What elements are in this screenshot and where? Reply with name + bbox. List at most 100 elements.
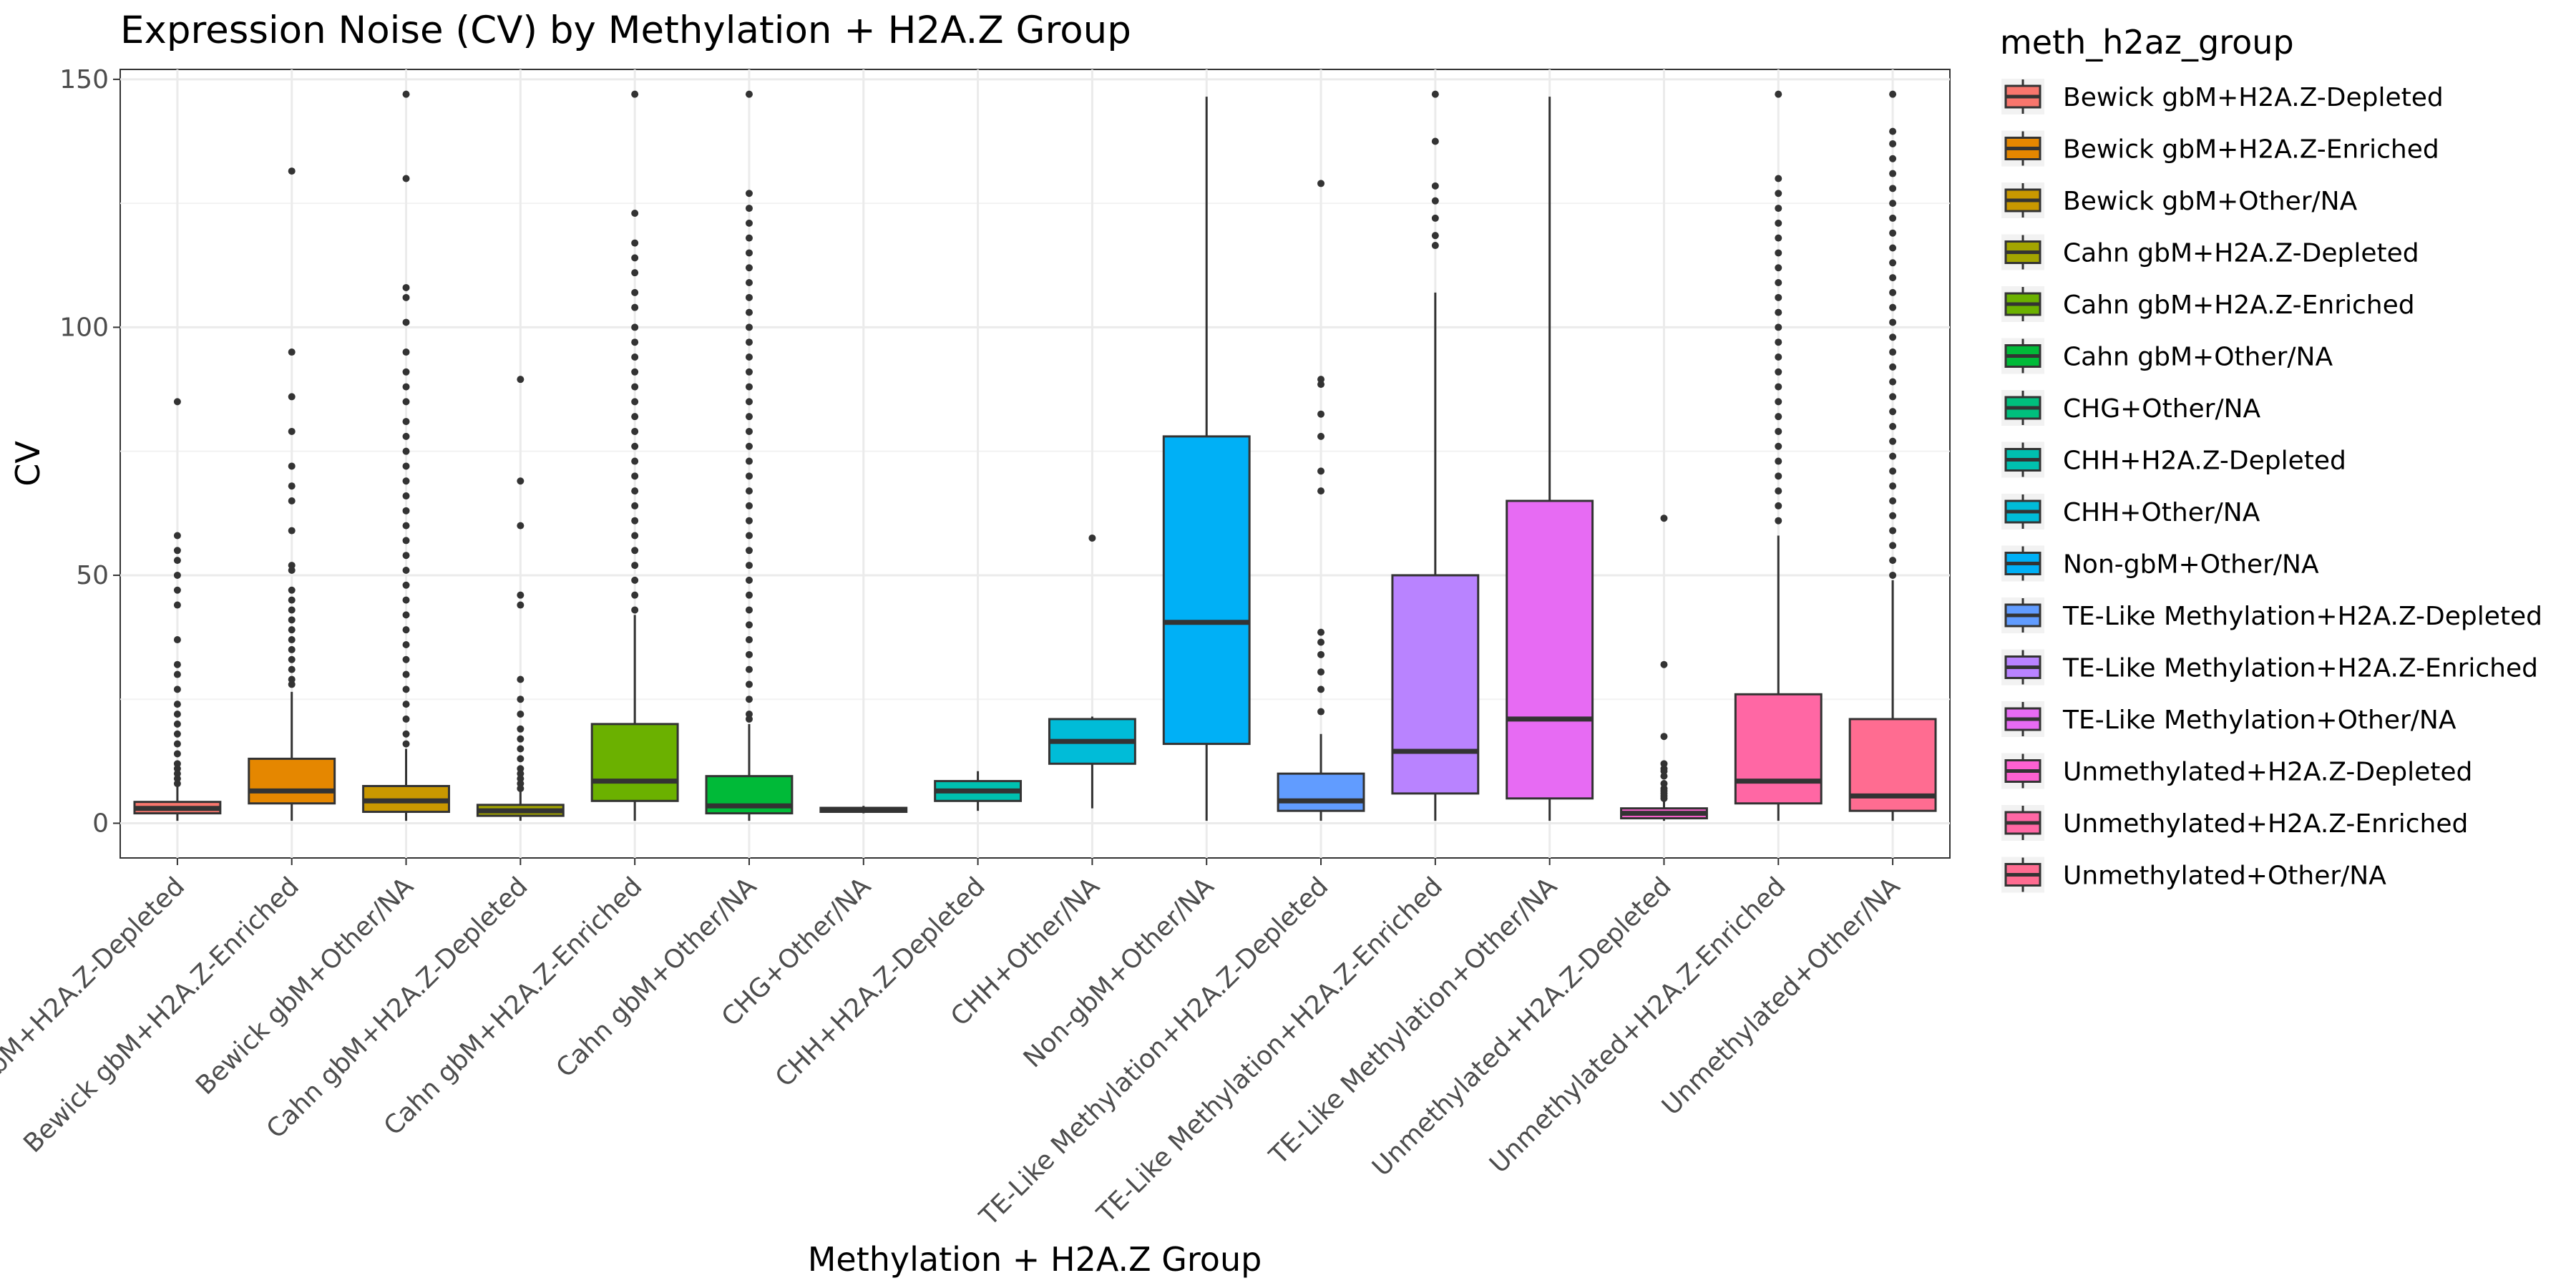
outlier-point — [517, 784, 525, 792]
outlier-point — [631, 303, 639, 311]
outlier-point — [288, 482, 296, 490]
outlier-point — [1889, 229, 1897, 237]
box-body — [590, 723, 679, 802]
outlier-point — [1775, 353, 1782, 361]
outlier-point — [745, 383, 753, 391]
outlier-point — [745, 680, 753, 688]
outlier-point — [173, 760, 181, 768]
outlier-point — [517, 755, 525, 763]
outlier-point — [745, 562, 753, 570]
outlier-point — [1317, 410, 1325, 418]
outlier-point — [1775, 427, 1782, 435]
outlier-point — [1775, 279, 1782, 287]
legend-label: CHH+H2A.Z-Depleted — [2063, 447, 2346, 476]
outlier-point — [1088, 534, 1096, 542]
legend-item: Bewick gbM+H2A.Z-Enriched — [2001, 130, 2439, 167]
outlier-point — [1317, 487, 1325, 495]
outlier-point — [1889, 259, 1897, 267]
outlier-point — [631, 383, 639, 391]
legend: meth_h2az_group Bewick gbM+H2A.Z-Deplete… — [2000, 23, 2542, 893]
box-series — [133, 90, 1937, 821]
outlier-point — [288, 645, 296, 653]
outlier-point — [402, 730, 410, 738]
outlier-point — [1660, 514, 1668, 522]
outlier-point — [1889, 200, 1897, 208]
legend-item: Cahn gbM+Other/NA — [2001, 338, 2333, 374]
outlier-point — [288, 497, 296, 504]
outlier-point — [173, 750, 181, 758]
legend-item: Bewick gbM+H2A.Z-Depleted — [2001, 79, 2444, 114]
outlier-point — [1317, 668, 1325, 676]
outlier-point — [517, 477, 525, 485]
outlier-point — [1889, 408, 1897, 416]
outlier-point — [745, 293, 753, 301]
outlier-point — [631, 368, 639, 376]
outlier-point — [1889, 185, 1897, 192]
box-15 — [1734, 90, 1823, 821]
outlier-point — [173, 601, 181, 609]
outlier-point — [745, 487, 753, 495]
outlier-point — [402, 293, 410, 301]
outlier-point — [517, 711, 525, 718]
legend-label: Bewick gbM+H2A.Z-Enriched — [2063, 135, 2439, 165]
outlier-point — [288, 462, 296, 470]
box-2 — [248, 167, 336, 821]
outlier-point — [745, 650, 753, 658]
outlier-point — [173, 532, 181, 540]
y-axis-title: CV — [9, 441, 47, 487]
outlier-point — [402, 368, 410, 376]
outlier-point — [402, 552, 410, 560]
legend-item: Unmethylated+H2A.Z-Depleted — [2001, 753, 2472, 789]
box-7 — [819, 806, 908, 814]
outlier-point — [745, 264, 753, 272]
y-tick-label: 150 — [59, 65, 109, 94]
outlier-point — [745, 711, 753, 718]
outlier-point — [1889, 127, 1897, 135]
legend-label: Cahn gbM+Other/NA — [2063, 343, 2333, 372]
outlier-point — [288, 567, 296, 575]
outlier-point — [173, 740, 181, 748]
outlier-point — [1889, 467, 1897, 475]
outlier-point — [517, 745, 525, 753]
outlier-point — [1660, 772, 1668, 780]
outlier-point — [402, 715, 410, 723]
box-6 — [705, 90, 794, 821]
box-8 — [934, 771, 1023, 811]
outlier-point — [173, 780, 181, 788]
outlier-point — [1317, 628, 1325, 636]
outlier-point — [1431, 137, 1439, 145]
outlier-point — [173, 711, 181, 718]
outlier-point — [517, 376, 525, 384]
outlier-point — [1775, 190, 1782, 197]
outlier-point — [517, 696, 525, 703]
plot-panel — [119, 69, 1951, 859]
outlier-point — [402, 462, 410, 470]
outlier-point — [402, 348, 410, 356]
outlier-point — [173, 775, 181, 783]
outlier-point — [1889, 452, 1897, 460]
outlier-point — [631, 517, 639, 525]
outlier-point — [1889, 482, 1897, 490]
legend-item: CHH+Other/NA — [2001, 494, 2260, 530]
box-10 — [1162, 97, 1251, 821]
box-body — [1734, 693, 1823, 805]
chart-title: Expression Noise (CV) by Methylation + H… — [120, 9, 1131, 52]
outlier-point — [631, 323, 639, 331]
outlier-point — [745, 621, 753, 629]
outlier-point — [1889, 244, 1897, 252]
outlier-point — [517, 725, 525, 733]
outlier-point — [1775, 413, 1782, 421]
outlier-point — [173, 547, 181, 555]
outlier-point — [631, 254, 639, 262]
legend-items: Bewick gbM+H2A.Z-Depleted Bewick gbM+H2A.… — [2001, 79, 2542, 893]
outlier-point — [173, 765, 181, 773]
outlier-point — [402, 90, 410, 98]
outlier-point — [402, 686, 410, 693]
outlier-point — [631, 338, 639, 346]
outlier-point — [288, 596, 296, 604]
box-body — [1277, 772, 1365, 812]
plot-area — [119, 69, 1951, 859]
outlier-point — [1775, 264, 1782, 272]
outlier-point — [1775, 398, 1782, 406]
box-body — [1391, 574, 1480, 795]
